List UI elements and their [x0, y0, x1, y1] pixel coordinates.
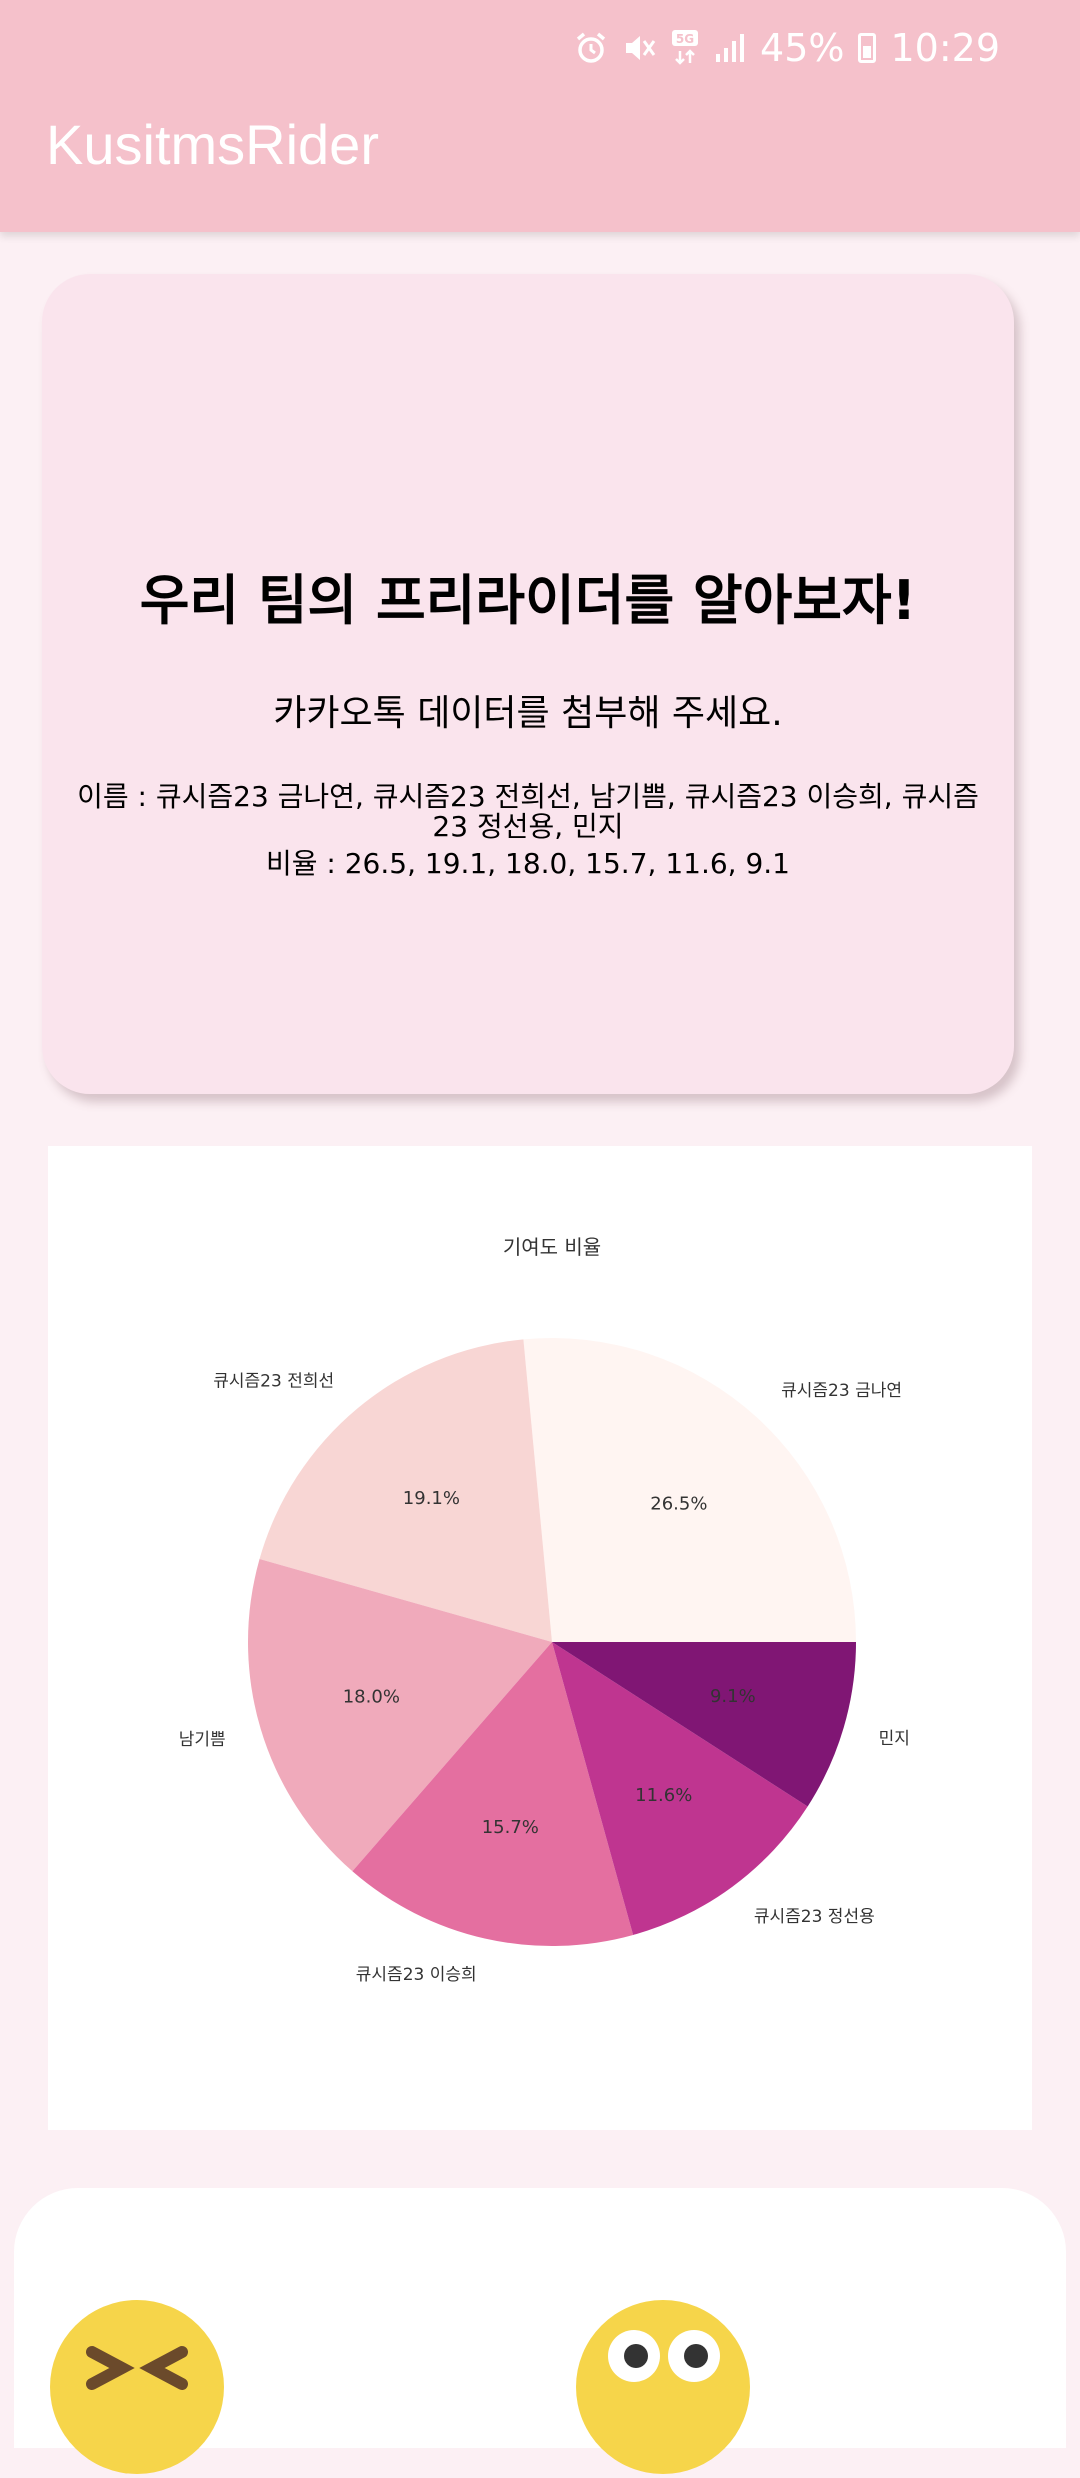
- status-bar: 5G 45% 10:29: [574, 20, 1000, 76]
- pie-chart: 기여도 비율 26.5% 큐시즘23 금나연 19.1% 큐시즘23 전희선 18.0%…: [179, 1235, 910, 1985]
- svg-text:5G: 5G: [676, 32, 694, 46]
- chart-title: 기여도 비율: [503, 1235, 601, 1259]
- alarm-icon: [574, 31, 608, 65]
- ratio-line: 비율 : 26.5, 19.1, 18.0, 15.7, 11.6, 9.1: [265, 847, 790, 880]
- names-line: 이름 : 큐시즘23 금나연, 큐시즘23 전희선, 남기쁨, 큐시즘23 이승…: [77, 780, 979, 843]
- pie-slice: [259, 1339, 552, 1642]
- mute-icon: [622, 31, 656, 65]
- slice-percent-label: 18.0%: [343, 1687, 400, 1708]
- laughing-emoji-icon: [50, 2300, 224, 2474]
- slice-percent-label: 15.7%: [482, 1817, 539, 1838]
- clock: 10:29: [890, 26, 1000, 70]
- slice-category-label: 남기쁨: [179, 1730, 226, 1750]
- app-title: KusitmsRider: [46, 113, 379, 176]
- slice-category-label: 큐시즘23 금나연: [781, 1381, 902, 1401]
- pie-slice: [248, 1559, 552, 1872]
- chart-card: 기여도 비율 26.5% 큐시즘23 금나연 19.1% 큐시즘23 전희선 18.0%…: [48, 1146, 1032, 2130]
- slice-percent-label: 26.5%: [650, 1494, 707, 1515]
- attach-instruction: 카카오톡 데이터를 첨부해 주세요.: [273, 693, 783, 734]
- battery-percent: 45%: [760, 26, 845, 70]
- pie-slice: [523, 1338, 856, 1642]
- intro-card[interactable]: 우리 팀의 프리라이더를 알아보자! 카카오톡 데이터를 첨부해 주세요. 이름…: [42, 274, 1014, 1094]
- pie-slice: [552, 1642, 856, 1807]
- 5g-icon: 5G: [670, 29, 700, 67]
- slice-category-label: 큐시즘23 이승희: [356, 1965, 477, 1985]
- slice-percent-label: 11.6%: [635, 1785, 692, 1806]
- pie-slice: [552, 1642, 808, 1935]
- slice-category-label: 큐시즘23 정선용: [754, 1907, 875, 1927]
- signal-icon: [714, 32, 746, 64]
- slice-percent-label: 9.1%: [710, 1686, 756, 1707]
- surprised-emoji-icon: [576, 2300, 750, 2474]
- slice-percent-label: 19.1%: [403, 1488, 460, 1509]
- slice-category-label: 민지: [879, 1729, 910, 1749]
- battery-icon: [858, 33, 877, 63]
- slice-category-label: 큐시즘23 전희선: [213, 1371, 334, 1391]
- app-bar: 5G 45% 10:29 KusitmsRider: [0, 0, 1080, 232]
- pie-slice: [352, 1642, 634, 1946]
- intro-title: 우리 팀의 프리라이더를 알아보자!: [139, 569, 917, 632]
